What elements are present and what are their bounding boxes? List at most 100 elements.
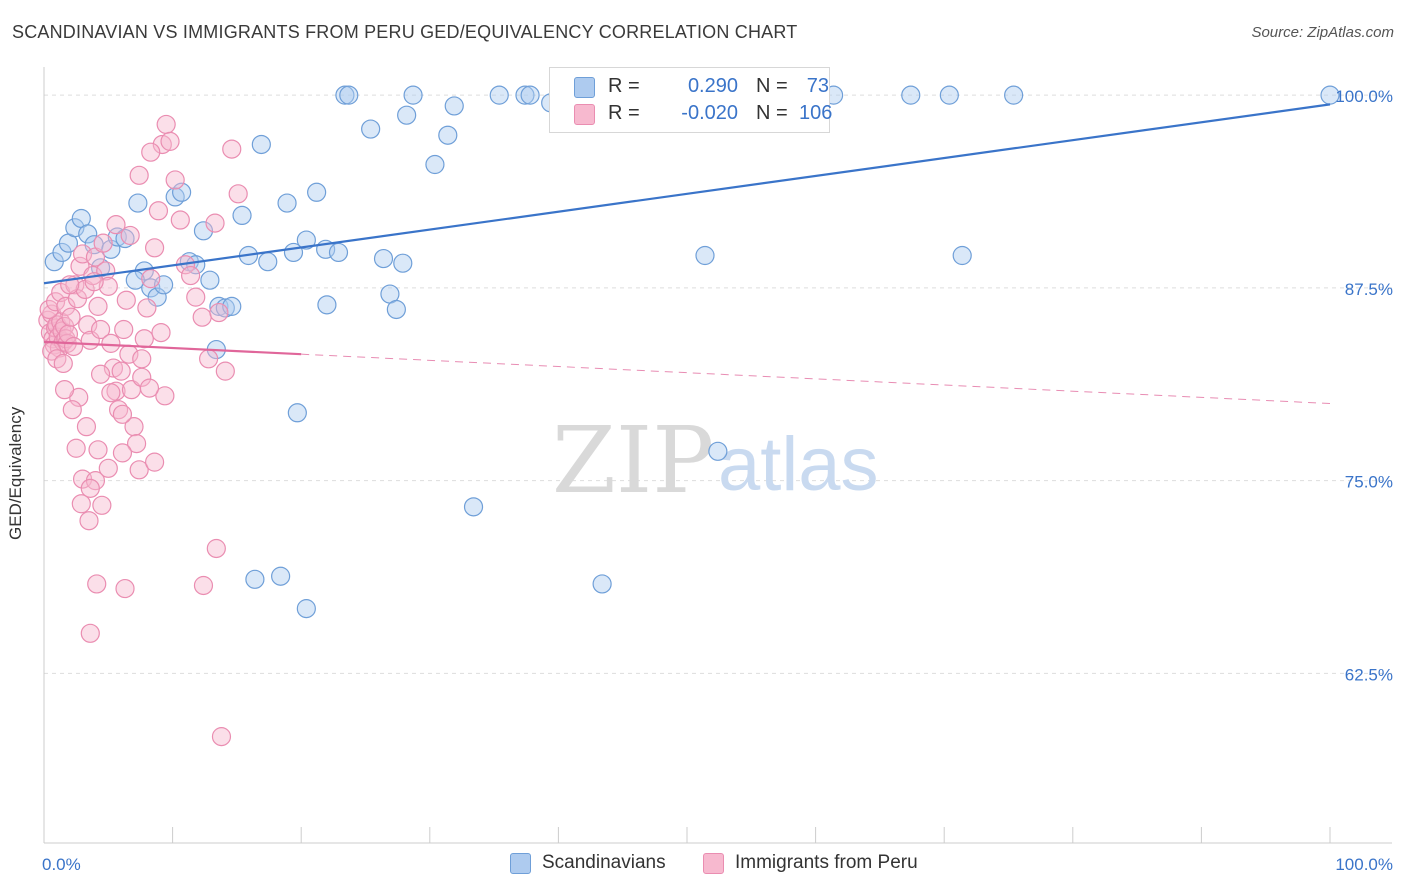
point-peru xyxy=(54,380,75,400)
bottom-legend-label: Scandinavians xyxy=(542,852,666,873)
point-peru xyxy=(62,400,82,420)
point-scandinavian xyxy=(425,154,445,175)
point-scandinavian xyxy=(463,497,484,517)
point-scandinavian xyxy=(78,224,98,244)
legend-n-label: N = xyxy=(756,102,788,124)
point-peru xyxy=(144,238,165,258)
point-peru xyxy=(129,165,149,185)
point-scandinavian xyxy=(317,295,337,315)
point-scandinavian xyxy=(277,193,297,213)
point-scandinavian xyxy=(245,569,265,589)
point-peru xyxy=(192,307,212,327)
point-peru xyxy=(151,322,171,343)
point-peru xyxy=(88,296,108,316)
point-peru xyxy=(160,131,180,151)
chart-title: SCANDINAVIAN VS IMMIGRANTS FROM PERU GED… xyxy=(12,22,798,42)
point-peru xyxy=(199,349,219,369)
point-peru xyxy=(137,298,157,318)
point-peru xyxy=(141,269,161,289)
stats-legend: R = 0.290 N = 73 R = -0.020 N = 106 xyxy=(549,67,833,133)
point-scandinavian xyxy=(515,85,535,105)
y-tick-label: 87.5% xyxy=(1345,280,1393,299)
point-peru xyxy=(112,404,133,424)
point-scandinavian xyxy=(128,193,148,213)
trend-line-peru-solid xyxy=(43,340,302,356)
point-scandinavian xyxy=(708,441,728,461)
point-peru xyxy=(61,307,81,327)
point-peru xyxy=(90,319,111,340)
trend-line-peru-dashed xyxy=(301,353,1331,405)
point-peru xyxy=(93,233,113,253)
tick-labels: 62.5% 75.0% 87.5% 100.0% 0.0% 100.0% xyxy=(42,87,1393,874)
gridlines xyxy=(44,94,1392,674)
point-peru xyxy=(193,575,214,596)
point-peru xyxy=(78,315,98,335)
point-peru xyxy=(101,383,121,403)
bottom-legend-swatch-pink xyxy=(703,853,724,874)
point-peru xyxy=(92,495,112,515)
y-tick-label: 75.0% xyxy=(1345,473,1393,492)
trend-lines xyxy=(43,103,1331,405)
point-scandinavian xyxy=(438,125,458,145)
watermark-zip: ZIP xyxy=(552,407,714,514)
point-scandinavian xyxy=(115,228,135,249)
point-peru xyxy=(186,287,206,307)
point-peru xyxy=(209,302,229,323)
point-peru xyxy=(53,353,73,374)
point-peru xyxy=(70,256,90,276)
point-peru xyxy=(155,386,175,406)
y-axis-title: GED/Equivalency xyxy=(6,406,25,540)
point-peru xyxy=(56,296,76,316)
point-scandinavian xyxy=(251,134,271,155)
bottom-legend-swatch-blue xyxy=(510,853,531,874)
legend-n-value: 106 xyxy=(799,102,833,124)
point-scandinavian xyxy=(101,239,121,259)
point-peru xyxy=(139,378,160,398)
point-peru xyxy=(101,333,121,353)
x-tick-label: 0.0% xyxy=(42,855,81,874)
point-scandinavian xyxy=(520,85,540,105)
point-peru xyxy=(141,142,161,162)
point-peru xyxy=(76,417,97,437)
point-scandinavian xyxy=(361,119,381,139)
point-scandinavian xyxy=(52,242,72,263)
point-peru xyxy=(228,184,248,204)
point-peru xyxy=(206,538,226,559)
legend-r-label: R = xyxy=(608,102,640,124)
point-scandinavian xyxy=(271,566,291,586)
point-peru xyxy=(211,727,232,747)
point-peru xyxy=(71,494,91,514)
point-peru xyxy=(66,438,86,458)
point-peru xyxy=(152,134,172,155)
point-scandinavian xyxy=(258,252,278,272)
axes xyxy=(43,67,1392,844)
point-scandinavian xyxy=(307,182,327,202)
point-peru xyxy=(87,574,107,594)
point-scandinavian xyxy=(939,85,959,105)
point-scandinavian xyxy=(232,205,252,226)
point-scandinavian xyxy=(328,242,349,263)
point-peru xyxy=(88,440,108,460)
point-peru xyxy=(148,201,169,221)
point-peru xyxy=(126,434,147,454)
point-scandinavian xyxy=(287,403,307,423)
point-scandinavian xyxy=(393,253,413,273)
data-points xyxy=(38,85,1340,747)
y-tick-label: 62.5% xyxy=(1345,665,1393,684)
point-peru xyxy=(222,139,242,159)
point-peru xyxy=(79,511,99,531)
point-peru xyxy=(134,329,154,349)
legend-r-value: 0.290 xyxy=(687,75,738,97)
legend-r-label: R = xyxy=(608,75,640,97)
point-peru xyxy=(156,114,176,135)
point-peru xyxy=(98,458,118,478)
point-peru xyxy=(111,361,131,381)
point-scandinavian xyxy=(403,85,423,105)
point-peru xyxy=(114,319,134,340)
point-peru xyxy=(144,452,165,472)
trend-line-scandinavians xyxy=(43,103,1331,285)
point-scandinavian xyxy=(339,85,359,105)
point-scandinavian xyxy=(695,245,715,266)
point-scandinavian xyxy=(172,182,192,202)
bottom-legend-label: Immigrants from Peru xyxy=(735,852,918,873)
